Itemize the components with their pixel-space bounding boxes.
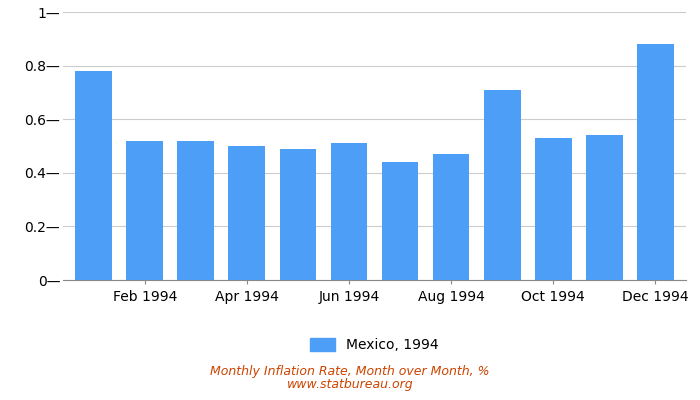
Bar xyxy=(76,71,112,280)
Text: Monthly Inflation Rate, Month over Month, %: Monthly Inflation Rate, Month over Month… xyxy=(210,365,490,378)
Text: www.statbureau.org: www.statbureau.org xyxy=(287,378,413,391)
Bar xyxy=(177,141,214,280)
Legend: Mexico, 1994: Mexico, 1994 xyxy=(310,338,439,352)
Bar xyxy=(126,141,163,280)
Bar xyxy=(637,44,673,280)
Bar xyxy=(279,149,316,280)
Bar xyxy=(433,154,470,280)
Bar xyxy=(228,146,265,280)
Bar xyxy=(535,138,572,280)
Bar xyxy=(586,135,623,280)
Bar xyxy=(330,143,368,280)
Bar xyxy=(484,90,521,280)
Bar xyxy=(382,162,419,280)
